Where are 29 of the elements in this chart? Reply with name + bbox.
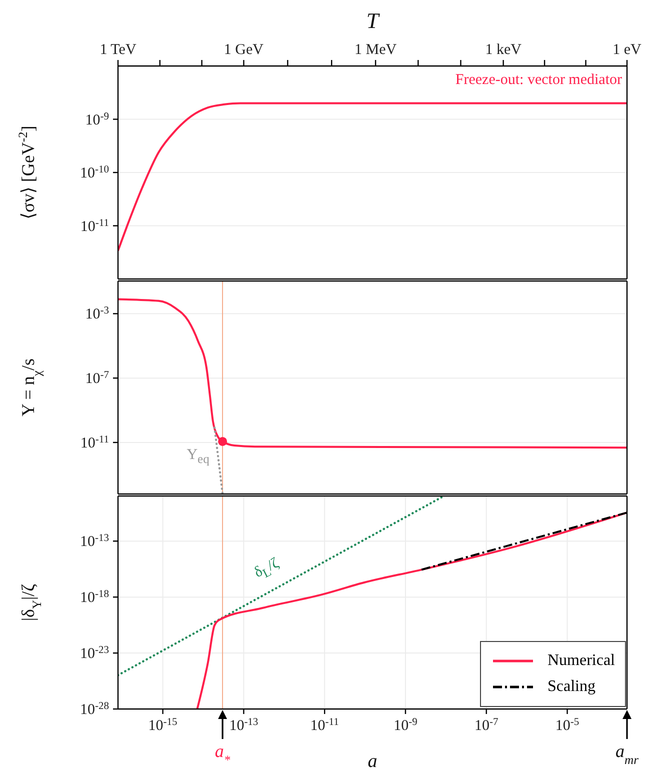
y-tick-label: 10$^{-9}$ — [85, 110, 109, 128]
y-tick-label: 10$^{-11}$ — [80, 434, 109, 452]
y-tick-label: 10$^{-7}$ — [85, 370, 109, 388]
x-tick-label: 10$^{-5}$ — [555, 716, 580, 734]
text: 1 TeV — [100, 42, 136, 58]
x-tick-label: 10$^{-15}$ — [148, 716, 178, 734]
x-tick-label: 10$^{-11}$ — [310, 716, 339, 734]
x-tick-label: 10$^{-7}$ — [474, 716, 498, 734]
y-tick-label: 10$^{-3}$ — [85, 305, 109, 323]
x2-axis-title: T — [366, 8, 380, 33]
x-axis-title: a — [368, 751, 378, 772]
y-tick-label: 10$^{-13}$ — [80, 532, 109, 550]
text: 1 MeV — [354, 42, 397, 58]
text: 1 eV — [612, 42, 642, 58]
x-tick-label: 10$^{-13}$ — [229, 716, 258, 734]
y-tick-label: 10$^{-23}$ — [80, 644, 109, 662]
text: a$_{*}$ — [214, 741, 231, 767]
x-tick-label: 10$^{-9}$ — [394, 716, 418, 734]
annotation: Freeze-out: vector mediator — [455, 72, 622, 88]
text: 1 GeV — [224, 42, 264, 58]
legend-label: Scaling — [547, 678, 596, 695]
legend-label: Numerical — [547, 652, 615, 669]
text: 1 keV — [485, 42, 522, 58]
y-tick-label: 10$^{-28}$ — [80, 700, 109, 718]
text: a$_{mr}$ — [616, 741, 639, 767]
y-tick-label: 10$^{-18}$ — [80, 588, 109, 606]
y-tick-label: 10$^{-11}$ — [80, 217, 109, 235]
y-tick-label: 10$^{-10}$ — [80, 164, 109, 182]
annotation: Y$_{eq}$ — [186, 447, 210, 466]
